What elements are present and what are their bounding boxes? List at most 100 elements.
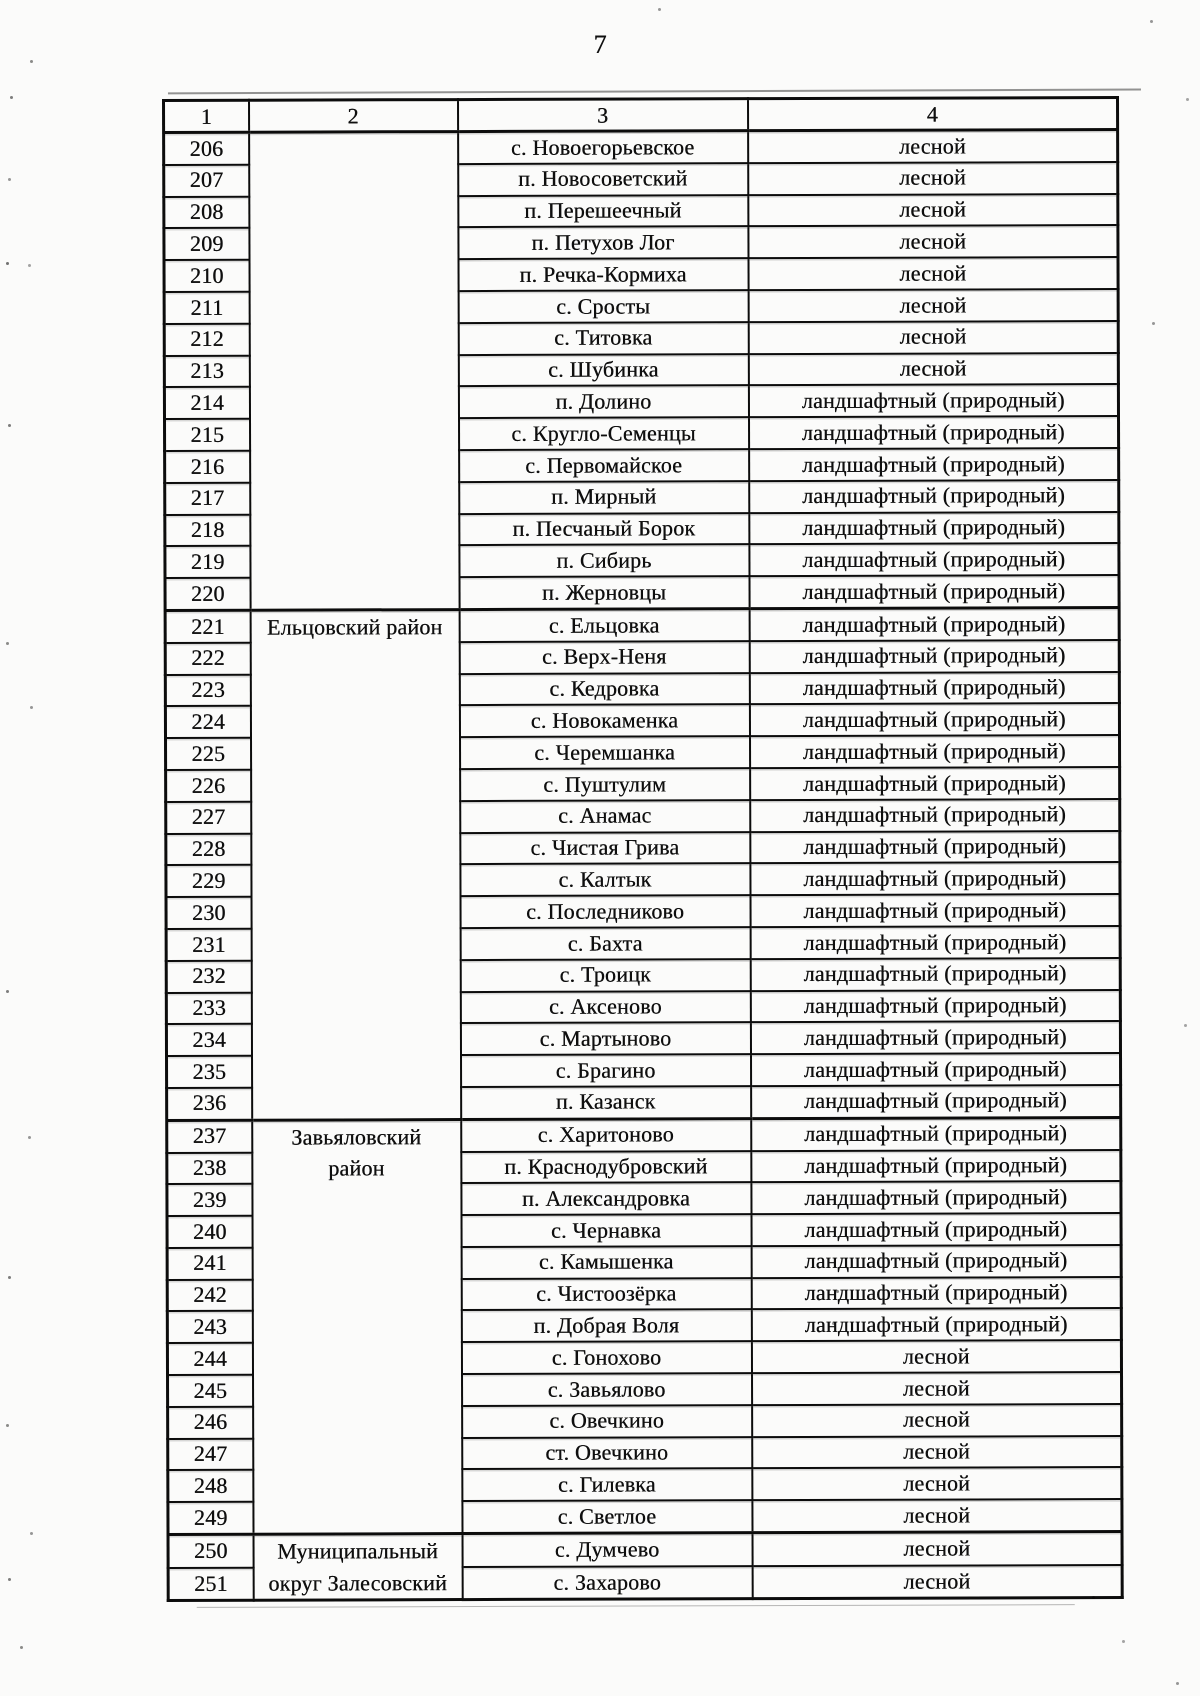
column-header: 1 xyxy=(163,100,249,133)
type-cell: лесной xyxy=(748,352,1119,386)
settlement-cell: с. Кедровка xyxy=(459,672,750,706)
type-cell: лесной xyxy=(752,1564,1123,1599)
row-number-cell: 224 xyxy=(165,706,251,739)
type-cell: ландшафтный (природный) xyxy=(749,639,1120,673)
row-number-cell: 229 xyxy=(165,865,252,898)
column-header: 3 xyxy=(457,98,748,132)
settlement-cell: п. Песчаный Борок xyxy=(458,512,749,546)
column-header: 4 xyxy=(747,97,1118,131)
row-number-cell: 222 xyxy=(165,642,251,675)
row-number-cell: 239 xyxy=(166,1184,253,1217)
row-number-cell: 219 xyxy=(164,546,251,579)
row-number-cell: 206 xyxy=(163,132,249,165)
settlement-cell: п. Сибирь xyxy=(458,544,750,578)
row-number-cell: 220 xyxy=(165,577,251,611)
settlement-cell: с. Анамас xyxy=(459,799,750,833)
type-cell: лесной xyxy=(751,1403,1122,1437)
settlement-cell: с. Верх-Неня xyxy=(459,640,750,674)
district-cell: Муниципальный округ Залесовский xyxy=(253,1533,463,1601)
type-cell: ландшафтный (природный) xyxy=(748,447,1119,481)
settlement-cell: с. Гонохово xyxy=(461,1341,752,1375)
type-cell: ландшафтный (природный) xyxy=(748,511,1119,545)
settlement-cell: с. Шубинка xyxy=(458,353,749,387)
settlement-cell: п. Мирный xyxy=(458,480,749,514)
type-cell: ландшафтный (природный) xyxy=(749,575,1120,609)
row-number-cell: 210 xyxy=(164,259,250,292)
type-cell: ландшафтный (природный) xyxy=(751,1276,1122,1310)
settlement-cell: с. Думчево xyxy=(462,1532,753,1567)
table-row: 237 Завьяловский район с. Харитоново ландша… xyxy=(166,1117,1121,1535)
row-number-cell: 234 xyxy=(166,1024,252,1057)
settlement-cell: с. Бахта xyxy=(460,927,751,960)
row-number-cell: 236 xyxy=(166,1087,252,1121)
type-cell: ландшафтный (природный) xyxy=(749,671,1120,705)
settlement-cell: с. Титовка xyxy=(458,321,749,355)
row-number-cell: 218 xyxy=(164,514,250,547)
row-number-cell: 246 xyxy=(167,1406,253,1439)
type-cell: ландшафтный (природный) xyxy=(751,1213,1122,1247)
row-number-cell: 226 xyxy=(165,769,251,802)
type-cell: ландшафтный (природный) xyxy=(750,894,1121,928)
type-cell: ландшафтный (природный) xyxy=(750,989,1121,1023)
district-cell: Завьяловский район xyxy=(251,1119,463,1535)
column-header: 2 xyxy=(248,99,458,133)
settlement-cell: с. Светлое xyxy=(461,1500,753,1534)
type-cell: лесной xyxy=(748,257,1119,291)
row-number-cell: 243 xyxy=(167,1311,253,1344)
settlement-cell: с. Кругло-Семенцы xyxy=(458,417,749,451)
row-number-cell: 232 xyxy=(166,960,252,993)
settlement-cell: с. Троицк xyxy=(460,958,751,992)
type-cell: ландшафтный (природный) xyxy=(751,1308,1122,1342)
type-cell: лесной xyxy=(747,129,1118,163)
row-number-cell: 251 xyxy=(168,1567,254,1601)
settlement-cell: с. Захарово xyxy=(462,1565,753,1600)
row-number-cell: 225 xyxy=(165,737,251,770)
row-number-cell: 211 xyxy=(164,291,250,324)
settlement-cell: с. Чистоозёрка xyxy=(461,1277,752,1311)
settlement-cell: с. Пуштулим xyxy=(459,768,750,801)
settlement-cell: п. Казанск xyxy=(460,1086,751,1120)
settlement-cell: п. Новосоветский xyxy=(457,162,748,196)
settlement-cell: с. Завьялово xyxy=(461,1373,752,1406)
row-number-cell: 215 xyxy=(164,418,250,451)
type-cell: ландшафтный (природный) xyxy=(749,703,1120,737)
settlement-cell: с. Гилевка xyxy=(461,1468,752,1502)
settlement-cell: с. Калтык xyxy=(459,863,751,897)
type-cell: ландшафтный (природный) xyxy=(750,1084,1121,1119)
settlement-cell: с. Последниково xyxy=(460,895,751,928)
type-cell: лесной xyxy=(751,1340,1122,1374)
row-number-cell: 228 xyxy=(165,833,251,866)
settlement-cell: п. Александровка xyxy=(460,1182,752,1216)
table-row: 221 Ельцовский район с. Ельцовка ландшафтны… xyxy=(165,607,1120,1120)
type-cell: ландшафтный (природный) xyxy=(748,416,1119,450)
type-cell: ландшафтный (природный) xyxy=(748,479,1119,513)
settlement-cell: с. Сросты xyxy=(458,290,749,323)
settlement-cell: с. Новокаменка xyxy=(459,704,750,738)
type-cell: лесной xyxy=(751,1499,1123,1533)
type-cell: ландшафтный (природный) xyxy=(749,862,1121,896)
settlement-cell: с. Первомайское xyxy=(458,449,749,482)
row-number-cell: 223 xyxy=(165,674,251,707)
type-cell: ландшафтный (природный) xyxy=(750,1149,1121,1183)
row-number-cell: 231 xyxy=(166,928,252,961)
district-cell xyxy=(248,131,460,611)
type-cell: лесной xyxy=(747,225,1119,259)
row-number-cell: 233 xyxy=(166,992,252,1025)
settlement-cell: п. Долино xyxy=(458,385,749,419)
settlement-cell: с. Аксеново xyxy=(460,990,751,1024)
type-cell: лесной xyxy=(748,288,1119,322)
row-number-cell: 208 xyxy=(163,196,249,229)
row-number-cell: 209 xyxy=(163,228,250,261)
settlement-cell: с. Новоегорьевское xyxy=(457,130,748,164)
row-number-cell: 212 xyxy=(164,323,250,356)
row-number-cell: 247 xyxy=(167,1438,253,1471)
row-number-cell: 242 xyxy=(167,1279,253,1312)
row-number-cell: 250 xyxy=(168,1534,254,1568)
type-cell: ландшафтный (природный) xyxy=(748,384,1119,418)
table-row: 206 с. Новоегорьевское лесной xyxy=(163,129,1118,611)
type-cell: лесной xyxy=(747,193,1118,227)
